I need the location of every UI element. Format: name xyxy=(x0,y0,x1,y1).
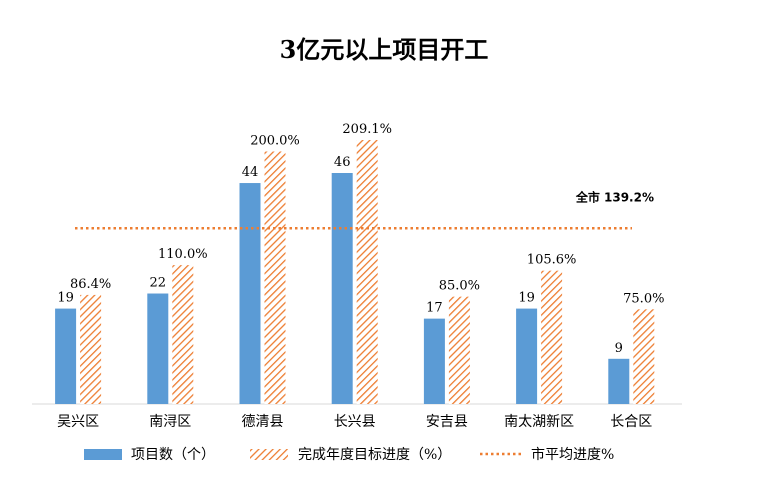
legend: 项目数（个） 完成年度目标进度（%） 市平均进度% xyxy=(84,446,614,463)
category-label: 德清县 xyxy=(242,414,284,430)
bar-project-count xyxy=(147,293,169,404)
bar-target-progress xyxy=(633,309,655,404)
data-label-target-progress: 105.6% xyxy=(527,253,577,268)
bar-target-progress xyxy=(80,294,102,404)
bar-project-count xyxy=(331,173,353,404)
legend-swatch-project-count xyxy=(84,449,122,460)
bar-target-progress xyxy=(264,151,286,404)
bar-project-count xyxy=(608,358,630,404)
data-label-target-progress: 209.1% xyxy=(342,122,392,137)
bar-project-count xyxy=(516,308,538,404)
legend-swatch-target-progress xyxy=(250,449,288,460)
data-label-project-count: 46 xyxy=(334,155,351,170)
category-label: 安吉县 xyxy=(426,414,468,430)
chart-title: 3亿元以上项目开工 xyxy=(279,35,489,64)
bar-target-progress xyxy=(172,265,194,404)
data-label-project-count: 44 xyxy=(242,165,259,180)
bar-target-progress xyxy=(356,140,378,404)
category-label: 南浔区 xyxy=(149,414,191,430)
data-label-target-progress: 200.0% xyxy=(250,133,300,148)
category-label: 长兴县 xyxy=(334,414,376,430)
reference-line-label: 全市 139.2% xyxy=(575,189,654,204)
legend-label-target-progress: 完成年度目标进度（%） xyxy=(298,447,451,463)
category-label: 吴兴区 xyxy=(57,414,99,430)
data-label-project-count: 9 xyxy=(615,341,623,356)
legend-label-project-count: 项目数（个） xyxy=(131,447,215,463)
data-label-project-count: 22 xyxy=(150,276,167,291)
data-label-target-progress: 75.0% xyxy=(623,291,664,306)
bar-target-progress xyxy=(541,270,563,404)
legend-label-average: 市平均进度% xyxy=(531,446,614,463)
category-label: 长合区 xyxy=(610,414,652,430)
data-label-project-count: 17 xyxy=(426,301,443,316)
data-label-target-progress: 86.4% xyxy=(70,277,111,292)
data-label-project-count: 19 xyxy=(518,291,535,306)
data-label-target-progress: 85.0% xyxy=(439,279,480,294)
data-label-project-count: 19 xyxy=(57,291,74,306)
data-label-target-progress: 110.0% xyxy=(158,247,208,262)
bar-project-count xyxy=(55,308,77,404)
category-label: 南太湖新区 xyxy=(504,414,574,430)
bar-project-count xyxy=(239,183,261,404)
bar-project-count xyxy=(423,318,445,404)
bar-target-progress xyxy=(448,296,470,404)
